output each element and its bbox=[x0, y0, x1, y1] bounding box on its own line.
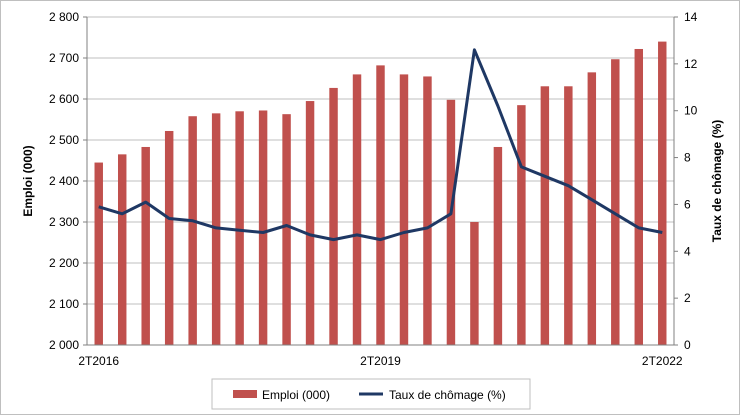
y-tick-label: 2 400 bbox=[49, 174, 79, 188]
y-tick-label: 2 100 bbox=[49, 297, 79, 311]
emploi-bar bbox=[658, 41, 667, 345]
emploi-bar bbox=[282, 114, 291, 345]
y-axis-title: Emploi (000) bbox=[21, 145, 35, 216]
y2-tick-label: 14 bbox=[684, 10, 698, 24]
emploi-bar bbox=[564, 86, 573, 345]
y2-tick-label: 4 bbox=[684, 244, 691, 258]
emploi-bar bbox=[117, 154, 127, 345]
y-tick-label: 2 700 bbox=[49, 51, 79, 65]
y-tick-label: 2 000 bbox=[49, 338, 79, 352]
emploi-bar bbox=[517, 105, 526, 346]
y2-tick-label: 10 bbox=[684, 104, 698, 118]
legend-emploi-swatch bbox=[233, 390, 257, 398]
legend-chomage-label: Taux de chômage (%) bbox=[389, 388, 506, 402]
y-tick-label: 2 300 bbox=[49, 215, 79, 229]
emploi-bar bbox=[258, 110, 268, 345]
emploi-bar bbox=[329, 87, 338, 346]
emploi-bar bbox=[141, 146, 150, 345]
chomage-line-series bbox=[98, 48, 663, 242]
emploi-bar bbox=[94, 162, 103, 345]
y2-tick-label: 12 bbox=[684, 57, 698, 71]
emploi-bar bbox=[611, 59, 620, 345]
legend-emploi-label: Emploi (000) bbox=[262, 388, 330, 402]
x-tick-label: 2T2019 bbox=[360, 354, 401, 368]
y2-tick-label: 8 bbox=[684, 151, 691, 165]
y2-axis-title: Taux de chômage (%) bbox=[710, 120, 724, 242]
y2-tick-label: 0 bbox=[684, 338, 691, 352]
emploi-bar bbox=[470, 222, 479, 345]
y-tick-label: 2 200 bbox=[49, 256, 79, 270]
chomage-line bbox=[98, 48, 663, 242]
emploi-bar bbox=[423, 76, 432, 345]
y2-tick-label: 2 bbox=[684, 291, 691, 305]
emploi-bar bbox=[305, 101, 315, 345]
x-tick-label: 2T2022 bbox=[642, 354, 683, 368]
emploi-bar bbox=[188, 116, 197, 345]
legend: Emploi (000) Taux de chômage (%) bbox=[211, 378, 531, 410]
emploi-bar bbox=[587, 72, 597, 345]
emploi-bar bbox=[376, 65, 385, 345]
emploi-bar bbox=[399, 74, 409, 346]
y-tick-label: 2 500 bbox=[49, 133, 79, 147]
emploi-bar bbox=[352, 74, 362, 346]
x-tick-label: 2T2016 bbox=[78, 354, 119, 368]
emploi-bar bbox=[164, 130, 174, 345]
axes bbox=[83, 16, 678, 346]
y-tick-label: 2 800 bbox=[49, 10, 79, 24]
emploi-bar bbox=[540, 86, 550, 345]
emploi-bar bbox=[634, 48, 644, 345]
emploi-bar bbox=[446, 99, 456, 345]
y2-tick-label: 6 bbox=[684, 197, 691, 211]
emploi-bar bbox=[493, 146, 503, 345]
emploi-bar bbox=[235, 111, 244, 345]
y-tick-label: 2 600 bbox=[49, 92, 79, 106]
